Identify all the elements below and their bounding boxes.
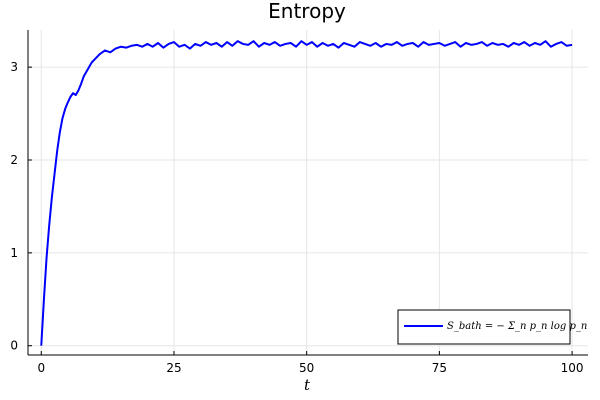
x-tick-label: 100 xyxy=(561,361,584,375)
x-axis-label: t xyxy=(304,376,311,394)
chart-title: Entropy xyxy=(268,0,346,23)
x-tick-label: 25 xyxy=(166,361,181,375)
entropy-series-line xyxy=(40,40,573,346)
axes-frame xyxy=(27,30,588,356)
y-tick-label: 2 xyxy=(10,153,18,167)
grid-lines xyxy=(28,30,588,355)
y-tick-label: 3 xyxy=(10,60,18,74)
x-tick-label: 0 xyxy=(37,361,45,375)
x-tick-label: 50 xyxy=(299,361,314,375)
x-tick-label: 75 xyxy=(432,361,447,375)
y-tick-label: 0 xyxy=(10,339,18,353)
legend: S_bath = − Σ_n p_n log p_n xyxy=(397,309,587,345)
y-tick-label: 1 xyxy=(10,246,18,260)
axis-ticks: 0 25 50 75 100 0 1 2 3 xyxy=(10,60,583,375)
legend-entry-label: S_bath = − Σ_n p_n log p_n xyxy=(447,321,587,332)
series-layer xyxy=(40,40,573,346)
